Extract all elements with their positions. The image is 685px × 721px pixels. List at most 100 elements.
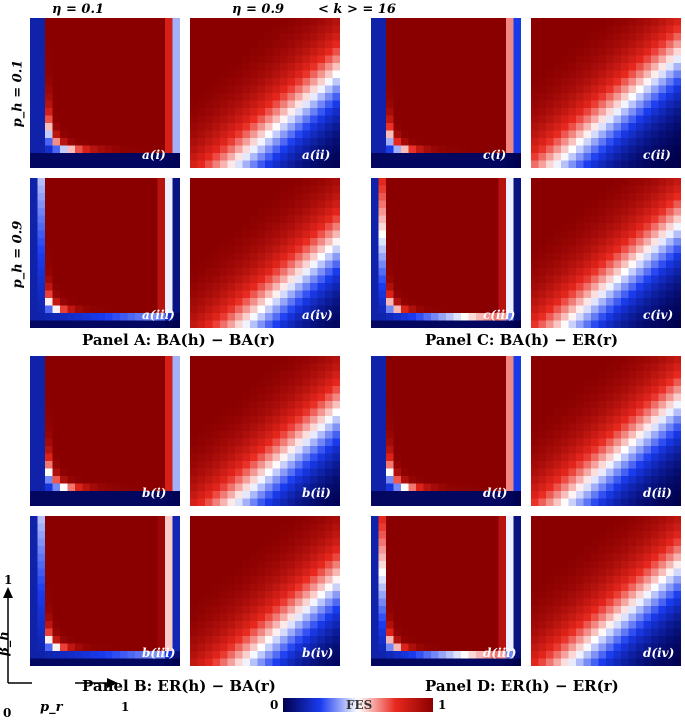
- heatmap-cell: [476, 238, 484, 246]
- heatmap-cell: [227, 160, 236, 168]
- heatmap-cell: [220, 33, 228, 41]
- heatmap-cell: [105, 476, 113, 484]
- heatmap-cell: [506, 40, 514, 49]
- heatmap-cell: [90, 230, 98, 239]
- heatmap-cell: [205, 70, 213, 79]
- heatmap-cell: [45, 18, 53, 26]
- heatmap-cell: [205, 546, 213, 554]
- heatmap-cell: [393, 268, 402, 276]
- heatmap-cell: [423, 371, 432, 379]
- heatmap-cell: [272, 523, 281, 532]
- heatmap-cell: [172, 193, 180, 201]
- heatmap-cell: [212, 583, 221, 592]
- heatmap-cell: [423, 153, 432, 161]
- heatmap-cell: [190, 253, 198, 261]
- heatmap-cell: [90, 613, 98, 622]
- heatmap-cell: [235, 606, 243, 614]
- heatmap-cell: [476, 93, 484, 101]
- heatmap-cell: [431, 393, 439, 402]
- heatmap-cell: [212, 408, 221, 417]
- heatmap-cell: [157, 371, 166, 379]
- heatmap-cell: [332, 416, 340, 424]
- heatmap-cell: [287, 130, 296, 139]
- heatmap-cell: [242, 516, 251, 524]
- heatmap-cell: [598, 253, 607, 261]
- heatmap-cell: [272, 628, 281, 637]
- heatmap-cell: [576, 93, 584, 101]
- heatmap-cell: [242, 546, 251, 554]
- heatmap-cell: [531, 193, 539, 201]
- heatmap-cell: [150, 275, 158, 284]
- heatmap-cell: [172, 268, 180, 276]
- heatmap-cell: [45, 115, 53, 124]
- heatmap-cell: [453, 408, 462, 417]
- heatmap-cell: [491, 25, 499, 34]
- heatmap-cell: [60, 290, 68, 299]
- heatmap-cell: [265, 268, 273, 276]
- heatmap-cell: [673, 85, 681, 94]
- heatmap-cell: [60, 386, 68, 394]
- heatmap-cell: [197, 78, 206, 86]
- heatmap-cell: [613, 298, 622, 306]
- heatmap-cell: [220, 498, 228, 506]
- heatmap-cell: [235, 416, 243, 424]
- heatmap-cell: [401, 48, 409, 56]
- heatmap-cell: [82, 643, 91, 652]
- heatmap-cell: [491, 115, 499, 124]
- heatmap-cell: [461, 268, 469, 276]
- heatmap-cell: [476, 153, 484, 161]
- heatmap-cell: [310, 123, 318, 131]
- heatmap-cell: [461, 320, 469, 328]
- heatmap-cell: [658, 48, 667, 56]
- heatmap-cell: [82, 591, 91, 599]
- heatmap-cell: [197, 446, 206, 454]
- heatmap-cell: [75, 408, 83, 417]
- heatmap-cell: [317, 108, 326, 116]
- heatmap-cell: [438, 130, 447, 139]
- heatmap-cell: [591, 18, 599, 26]
- heatmap-cell: [227, 516, 236, 524]
- heatmap-cell: [553, 40, 562, 49]
- heatmap-cell: [416, 363, 424, 372]
- heatmap-cell: [52, 33, 61, 41]
- heatmap-cell: [105, 621, 113, 629]
- heatmap-cell: [431, 230, 439, 239]
- heatmap-cell: [538, 290, 547, 299]
- heatmap-cell: [120, 363, 128, 372]
- heatmap-cell: [97, 40, 106, 49]
- heatmap-cell: [150, 185, 158, 194]
- heatmap-cell: [498, 108, 507, 116]
- heatmap-cell: [75, 268, 83, 276]
- heatmap-cell: [461, 138, 469, 146]
- heatmap-cell: [205, 178, 213, 186]
- heatmap-cell: [636, 18, 644, 26]
- heatmap-cell: [165, 568, 173, 577]
- heatmap-cell: [52, 531, 61, 539]
- heatmap-cell: [546, 215, 554, 224]
- heatmap-cell: [250, 313, 258, 321]
- heatmap-cell: [157, 628, 166, 637]
- heatmap-cell: [112, 18, 121, 26]
- heatmap-cell: [82, 305, 91, 314]
- heatmap-cell: [227, 48, 236, 56]
- heatmap-cell: [242, 160, 251, 168]
- heatmap-cell: [332, 598, 340, 607]
- heatmap-cell: [598, 40, 607, 49]
- heatmap-cell: [476, 108, 484, 116]
- heatmap-cell: [212, 55, 221, 64]
- heatmap-cell: [212, 468, 221, 477]
- heatmap-cell: [446, 253, 454, 261]
- heatmap-cell: [242, 386, 251, 394]
- heatmap-cell: [302, 25, 311, 34]
- heatmap-cell: [265, 238, 273, 246]
- heatmap-cell: [197, 561, 206, 569]
- heatmap-cell: [67, 253, 76, 261]
- heatmap-cell: [408, 245, 417, 254]
- heatmap-cell: [142, 546, 151, 554]
- heatmap-cell: [310, 253, 318, 261]
- heatmap-cell: [235, 260, 243, 269]
- heatmap-cell: [431, 378, 439, 387]
- heatmap-cell: [310, 245, 318, 254]
- heatmap-cell: [606, 70, 614, 79]
- heatmap-cell: [205, 468, 213, 477]
